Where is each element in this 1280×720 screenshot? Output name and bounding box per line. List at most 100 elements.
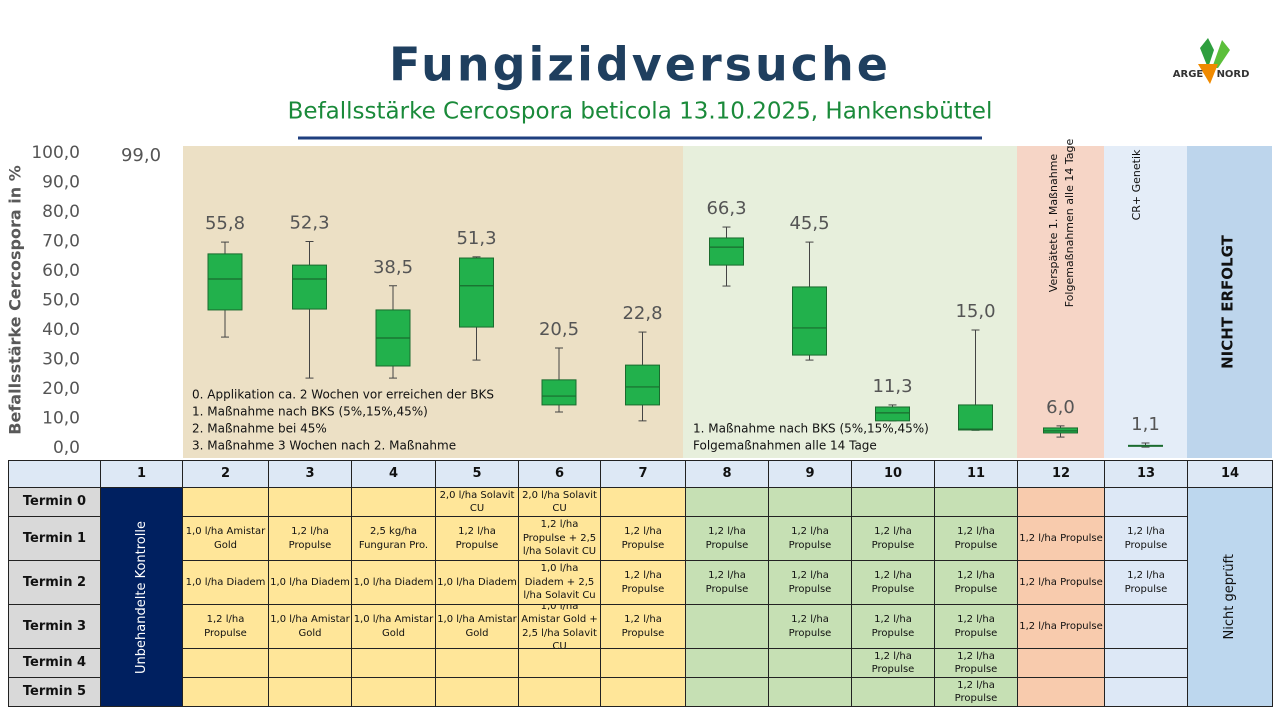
table-cell: 1,2 l/ha Propulse [851, 560, 935, 605]
mean-label: 22,8 [622, 303, 662, 324]
table-cell [351, 677, 436, 707]
table-cell: 1,2 l/ha Propulse [1017, 604, 1105, 649]
table-cell: 1,2 l/ha Propulse [600, 604, 686, 649]
box [541, 379, 577, 406]
table-cell: 1,2 l/ha Propulse [934, 648, 1018, 678]
table-cell: 1,0 l/ha Diadem [351, 560, 436, 605]
table-cell [268, 677, 352, 707]
table-cell [685, 648, 769, 678]
subtitle: Befallsstärke Cercospora beticola 13.10.… [288, 99, 993, 125]
y-tick-label: 100,0 [31, 143, 80, 163]
table-cell [934, 487, 1018, 517]
table-cell [768, 648, 852, 678]
table-header: 10 [851, 460, 935, 488]
logo: ARGE NORD [1173, 38, 1250, 84]
y-tick-label: 10,0 [42, 409, 80, 429]
table-cell: 1,2 l/ha Propulse [934, 516, 1018, 561]
table-cell [268, 648, 352, 678]
untested-cell: Nicht geprüft [1187, 487, 1273, 707]
mean-label: 52,3 [289, 213, 329, 234]
table-header: 4 [351, 460, 436, 488]
table-cell [435, 648, 519, 678]
table-cell [1017, 648, 1105, 678]
region-treated [183, 146, 683, 458]
mean-label: 6,0 [1046, 397, 1075, 418]
region-late [1017, 146, 1104, 458]
mean-label: 11,3 [872, 376, 912, 397]
note: 3. Maßnahme 3 Wochen nach 2. Maßnahme [192, 439, 456, 453]
table-cell: 1,2 l/ha Propulse [268, 516, 352, 561]
table-cell: 1,2 l/ha Propulse [600, 560, 686, 605]
table-cell [1017, 487, 1105, 517]
table-cell: 1,0 l/ha Diadem + 2,5 l/ha Solavit Cu [518, 560, 601, 605]
table-cell: 1,2 l/ha Propulse [1104, 560, 1188, 605]
box [792, 286, 827, 356]
row-label: Termin 5 [8, 677, 101, 707]
row-label: Termin 1 [8, 516, 101, 561]
table-cell: 1,0 l/ha Diadem [182, 560, 269, 605]
table-cell: 1,2 l/ha Propulse [768, 560, 852, 605]
mean-label: 15,0 [955, 301, 995, 322]
table-cell: 2,5 kg/ha Funguran Pro. [351, 516, 436, 561]
y-axis-label: Befallsstärke Cercospora in % [6, 165, 25, 434]
table-cell [768, 677, 852, 707]
table-cell: 1,2 l/ha Propulse + 2,5 l/ha Solavit CU [518, 516, 601, 561]
row-label: Termin 3 [8, 604, 101, 649]
table-cell [351, 648, 436, 678]
box [459, 257, 494, 328]
table-header: 6 [518, 460, 601, 488]
title: Fungizidversuche [389, 38, 891, 92]
table-cell [685, 487, 769, 517]
table-header: 5 [435, 460, 519, 488]
table-cell: 1,2 l/ha Propulse [1104, 516, 1188, 561]
logo-text: NORD [1217, 69, 1250, 80]
table-header-corner [8, 460, 101, 488]
table-header: 12 [1017, 460, 1105, 488]
y-tick-label: 90,0 [42, 173, 80, 193]
table-cell: 1,2 l/ha Propulse [600, 516, 686, 561]
row-label: Termin 2 [8, 560, 101, 605]
note: 2. Maßnahme bei 45% [192, 422, 327, 436]
table-cell [851, 487, 935, 517]
box [875, 406, 910, 422]
table-cell: 1,2 l/ha Propulse [934, 677, 1018, 707]
table-cell [1017, 677, 1105, 707]
table-cell: 1,0 l/ha Amistar Gold [182, 516, 269, 561]
mean-label: 51,3 [456, 228, 496, 249]
table-cell: 1,2 l/ha Propulse [182, 604, 269, 649]
table-cell: 1,2 l/ha Propulse [768, 516, 852, 561]
table-cell: 2,0 l/ha Solavit CU [518, 487, 601, 517]
mean-label: 38,5 [373, 257, 413, 278]
box [958, 404, 993, 431]
mean-label: 1,1 [1131, 414, 1160, 435]
y-tick-label: 70,0 [42, 232, 80, 252]
logo-beet [1198, 64, 1218, 84]
box [625, 364, 660, 406]
table-cell [768, 487, 852, 517]
logo-text: ARGE [1173, 69, 1204, 80]
table-cell: 1,2 l/ha Propulse [685, 560, 769, 605]
mean-label: 55,8 [205, 213, 245, 234]
region-genetics [1104, 146, 1187, 458]
mean-label: 45,5 [789, 213, 829, 234]
mean-label: 99,0 [121, 145, 161, 166]
note-genetics: CR+ Genetik [1130, 149, 1143, 220]
control-cell: Unbehandelte Kontrolle [100, 487, 183, 707]
table-cell: 1,2 l/ha Propulse [685, 516, 769, 561]
untested-label: Nicht geprüft [1222, 554, 1238, 640]
row-label: Termin 4 [8, 648, 101, 678]
table-cell: 1,0 l/ha Amistar Gold [435, 604, 519, 649]
note-not-done: NICHT ERFOLGT [1219, 234, 1237, 369]
table-cell: 1,2 l/ha Propulse [435, 516, 519, 561]
table-header: 2 [182, 460, 269, 488]
row-label: Termin 0 [8, 487, 101, 517]
table-cell [268, 487, 352, 517]
table-cell: 1,2 l/ha Propulse [934, 560, 1018, 605]
y-tick-label: 50,0 [42, 291, 80, 311]
logo-leaf [1200, 38, 1214, 68]
table-cell [518, 677, 601, 707]
table-cell: 1,0 l/ha Amistar Gold [351, 604, 436, 649]
table-cell: 1,2 l/ha Propulse [851, 604, 935, 649]
note: 1. Maßnahme nach BKS (5%,15%,45%) [693, 422, 929, 436]
